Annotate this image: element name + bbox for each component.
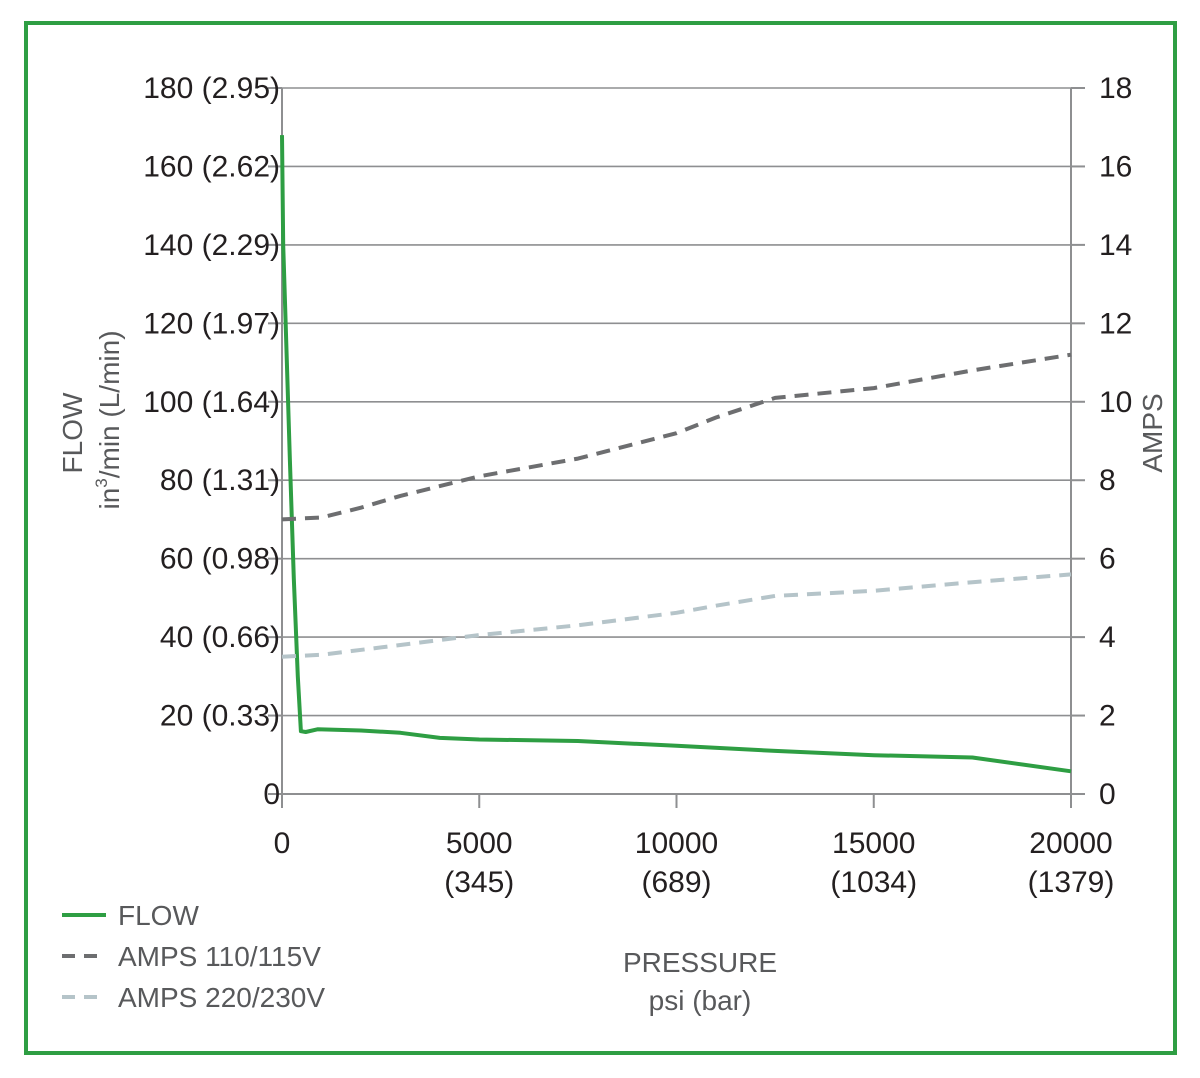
legend-label-1: AMPS 110/115V (118, 941, 321, 972)
left-tick-label-8: 160 (2.62) (143, 150, 280, 183)
x-tick-label-1: 5000 (446, 827, 513, 860)
x-axis-units: psi (bar) (649, 985, 752, 1016)
x-tick-sublabel-2: (689) (641, 866, 711, 899)
series-lines (280, 135, 1072, 774)
x-tick-sublabel-4: (1379) (1028, 866, 1115, 899)
left-tick-label-1: 20 (0.33) (160, 700, 280, 733)
right-y-tick-labels: 0 2 4 6 8 10 12 14 16 18 (1071, 72, 1132, 811)
legend-label-0: FLOW (118, 900, 199, 931)
right-tick-label-5: 10 (1099, 386, 1132, 419)
left-tick-label-3: 60 (0.98) (160, 543, 280, 576)
grid-lines (282, 87, 1071, 717)
series-line-1 (281, 352, 1072, 522)
right-tick-label-8: 16 (1099, 150, 1132, 183)
series-line-2 (281, 572, 1072, 659)
x-tick-label-2: 10000 (635, 827, 718, 860)
right-tick-label-3: 6 (1099, 543, 1116, 576)
x-tick-label-3: 15000 (832, 827, 915, 860)
right-tick-label-9: 18 (1099, 72, 1132, 105)
x-tick-label-0: 0 (274, 827, 291, 860)
left-y-tick-labels: 0 20 (0.33) 40 (0.66) 60 (0.98) 80 (1.31) 100… (143, 72, 282, 811)
right-tick-label-1: 2 (1099, 700, 1116, 733)
chart-border (24, 21, 1177, 1055)
right-tick-label-0: 0 (1099, 778, 1116, 811)
legend-label-2: AMPS 220/230V (118, 982, 325, 1013)
left-tick-label-0: 0 (263, 778, 280, 811)
left-y-units-rest: /min (L/min) (94, 330, 125, 478)
left-y-units-base: in (94, 488, 125, 510)
series-line-0 (280, 135, 1072, 774)
left-tick-label-7: 140 (2.29) (143, 229, 280, 262)
x-axis-title: PRESSURE (623, 947, 777, 978)
right-y-axis-title: AMPS (1137, 393, 1168, 472)
left-tick-label-5: 100 (1.64) (143, 386, 280, 419)
x-tick-label-4: 20000 (1029, 827, 1112, 860)
x-tick-labels: 0 5000 (345) 10000 (689) 15000 (1034) 20000 (137… (274, 794, 1115, 899)
right-tick-label-4: 8 (1099, 464, 1116, 497)
right-tick-label-7: 14 (1099, 229, 1132, 262)
left-y-axis-title: FLOW (57, 392, 88, 473)
right-tick-label-2: 4 (1099, 621, 1116, 654)
left-y-units-superscript: 3 (92, 478, 111, 487)
left-tick-label-9: 180 (2.95) (143, 72, 280, 105)
left-y-axis-units: in3/min (L/min) (92, 330, 125, 509)
x-tick-sublabel-3: (1034) (830, 866, 917, 899)
left-tick-label-2: 40 (0.66) (160, 621, 280, 654)
left-tick-label-4: 80 (1.31) (160, 464, 280, 497)
x-tick-sublabel-1: (345) (444, 866, 514, 899)
right-tick-label-6: 12 (1099, 307, 1132, 340)
legend: FLOW AMPS 110/115V AMPS 220/230V (62, 900, 325, 1013)
left-tick-label-6: 120 (1.97) (143, 307, 280, 340)
axes (281, 88, 1072, 795)
